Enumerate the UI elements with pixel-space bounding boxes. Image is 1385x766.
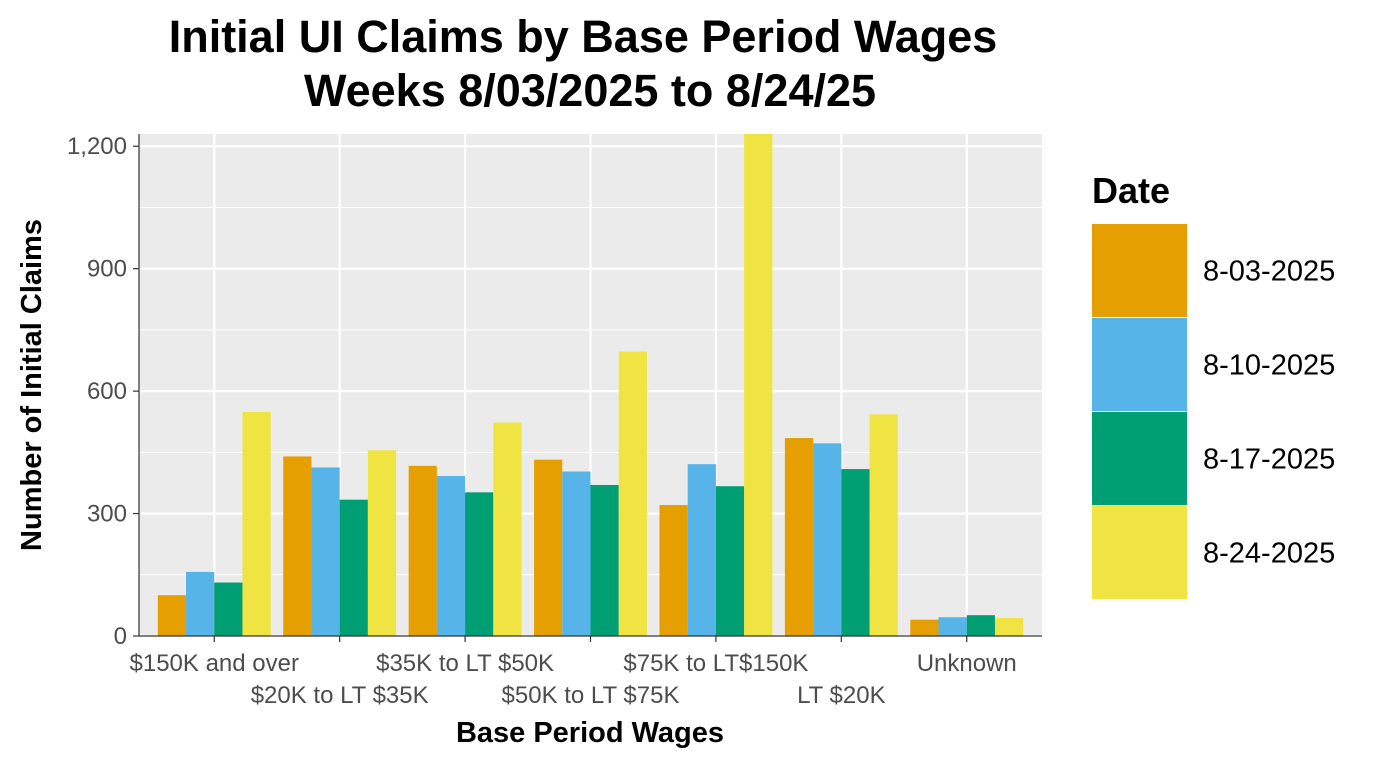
- y-tick-label: 0: [114, 623, 127, 650]
- bar: [436, 476, 466, 636]
- bar: [841, 469, 870, 636]
- x-tick-label: LT $20K: [797, 682, 886, 709]
- x-tick-label: $20K to LT $35K: [251, 682, 429, 709]
- bar: [590, 484, 619, 636]
- bar: [966, 615, 995, 636]
- legend-label: 8-10-2025: [1203, 350, 1335, 382]
- x-tick-label: $150K and over: [130, 650, 299, 677]
- bars: [157, 134, 1024, 636]
- bar: [465, 492, 494, 636]
- legend-label: 8-24-2025: [1203, 538, 1335, 570]
- y-tick-label: 300: [87, 501, 127, 528]
- legend-title: Date: [1092, 170, 1170, 211]
- bar: [744, 134, 773, 636]
- bar: [186, 571, 215, 636]
- y-axis: 0 300 600 900 1,200: [67, 133, 140, 650]
- legend-key: [1092, 318, 1187, 411]
- bar: [339, 499, 368, 636]
- bar: [157, 595, 187, 636]
- x-axis-title: Base Period Wages: [456, 717, 724, 749]
- legend-key: [1092, 506, 1187, 599]
- y-tick-label: 600: [87, 378, 127, 405]
- bar: [910, 619, 939, 636]
- bar: [813, 443, 842, 636]
- legend-label: 8-17-2025: [1203, 444, 1335, 476]
- chart-title-line-2: Weeks 8/03/2025 to 8/24/25: [304, 65, 876, 116]
- bar: [994, 618, 1024, 636]
- legend-key: [1092, 224, 1187, 317]
- y-tick-label: 1,200: [67, 133, 127, 160]
- x-axis: $150K and over $20K to LT $35K $35K to LT …: [130, 635, 1042, 709]
- x-tick-label: $50K to LT $75K: [502, 682, 680, 709]
- y-axis-title: Number of Initial Claims: [16, 219, 48, 551]
- bar: [687, 464, 716, 636]
- x-tick-label: $35K to LT $50K: [376, 650, 554, 677]
- bar: [283, 456, 312, 636]
- bar: [534, 459, 563, 636]
- bar: [618, 351, 647, 636]
- bar: [242, 411, 271, 636]
- bar: [659, 504, 688, 636]
- chart-title-line-1: Initial UI Claims by Base Period Wages: [169, 11, 998, 62]
- y-tick-label: 900: [87, 256, 127, 283]
- bar: [493, 422, 522, 636]
- x-tick-label: $75K to LT$150K: [623, 650, 808, 677]
- bar: [214, 582, 243, 636]
- bar: [869, 414, 898, 636]
- bar: [562, 471, 591, 636]
- bar: [311, 467, 340, 636]
- bar: [367, 450, 397, 636]
- bar: [938, 617, 967, 636]
- x-tick-label: Unknown: [917, 650, 1017, 677]
- legend: Date 8-03-2025 8-10-2025 8-17-2025 8-24-202…: [1092, 170, 1335, 599]
- bar: [715, 486, 745, 636]
- legend-label: 8-03-2025: [1203, 256, 1335, 288]
- legend-key: [1092, 412, 1187, 505]
- bar: [784, 438, 814, 636]
- bar: [408, 465, 437, 636]
